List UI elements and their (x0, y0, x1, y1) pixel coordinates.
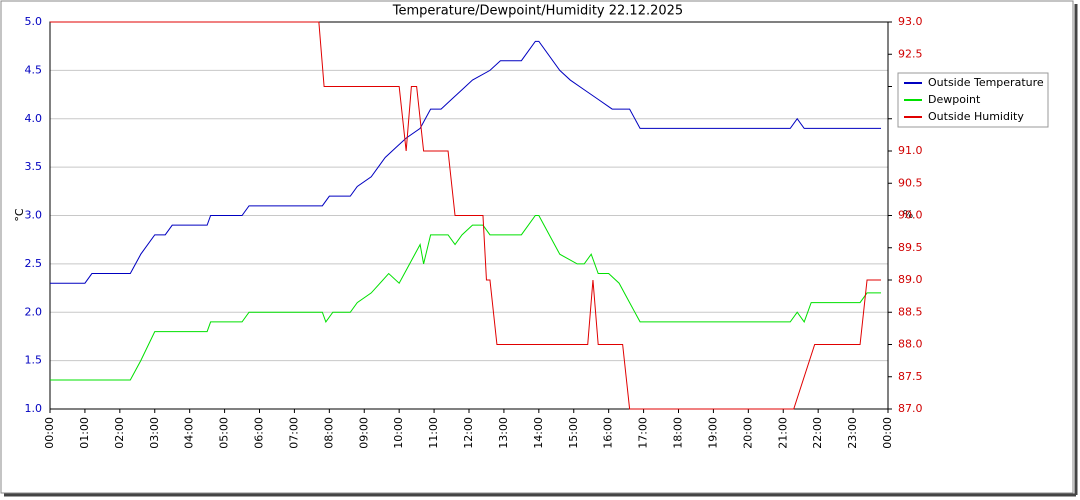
x-tick-label: 02:00 (113, 417, 126, 449)
y2-tick-label: 87.0 (898, 402, 923, 415)
x-tick-label: 11:00 (427, 417, 440, 449)
x-tick-label: 12:00 (462, 417, 475, 449)
x-tick-label: 15:00 (567, 417, 580, 449)
legend-label: Outside Temperature (928, 76, 1044, 89)
y2-tick-label: 89.5 (898, 241, 923, 254)
x-tick-label: 03:00 (148, 417, 161, 449)
series-line (50, 215, 882, 381)
x-tick-label: 00:00 (881, 417, 894, 449)
x-tick-label: 18:00 (672, 417, 685, 449)
y2-tick-label: 93.0 (898, 15, 923, 28)
x-tick-label: 09:00 (357, 417, 370, 449)
y2-tick-label: 87.5 (898, 370, 923, 383)
x-tick-label: 20:00 (741, 417, 754, 449)
legend-label: Outside Humidity (928, 110, 1024, 123)
x-tick-label: 07:00 (287, 417, 300, 449)
x-tick-label: 04:00 (183, 417, 196, 449)
chart-title: Temperature/Dewpoint/Humidity 22.12.2025 (392, 4, 683, 19)
y2-tick-label: 88.0 (898, 338, 923, 351)
plot-area (49, 21, 889, 410)
y-tick-label: 1.5 (25, 354, 43, 367)
series-line (50, 21, 882, 410)
y-tick-label: 3.0 (25, 209, 43, 222)
y2-tick-label: 89.0 (898, 273, 923, 286)
x-tick-label: 16:00 (602, 417, 615, 449)
x-tick-label: 06:00 (253, 417, 266, 449)
y-tick-label: 5.0 (25, 15, 43, 28)
y-tick-label: 4.5 (25, 63, 43, 76)
y2-axis-label: % (903, 208, 913, 221)
y-axis-label: °C (13, 208, 26, 222)
x-tick-label: 23:00 (846, 417, 859, 449)
x-tick-label: 22:00 (811, 417, 824, 449)
x-tick-label: 10:00 (392, 417, 405, 449)
y2-tick-label: 91.0 (898, 144, 923, 157)
x-tick-label: 19:00 (706, 417, 719, 449)
x-tick-label: 14:00 (532, 417, 545, 449)
x-tick-label: 17:00 (637, 417, 650, 449)
x-tick-label: 05:00 (218, 417, 231, 449)
y-tick-label: 2.0 (25, 305, 43, 318)
x-tick-label: 00:00 (43, 417, 56, 449)
x-tick-label: 21:00 (776, 417, 789, 449)
y2-tick-label: 92.5 (898, 47, 923, 60)
y-tick-label: 2.5 (25, 257, 43, 270)
legend-box (897, 72, 1049, 128)
x-tick-label: 13:00 (497, 417, 510, 449)
y-tick-label: 1.0 (25, 402, 43, 415)
legend-label: Dewpoint (928, 93, 981, 106)
series-line (50, 40, 882, 284)
y-tick-label: 3.5 (25, 160, 43, 173)
x-tick-label: 08:00 (322, 417, 335, 449)
y2-tick-label: 90.5 (898, 176, 923, 189)
y2-tick-label: 90.0 (898, 209, 923, 222)
y2-tick-label: 88.5 (898, 305, 923, 318)
x-tick-label: 01:00 (78, 417, 91, 449)
y-tick-label: 4.0 (25, 112, 43, 125)
